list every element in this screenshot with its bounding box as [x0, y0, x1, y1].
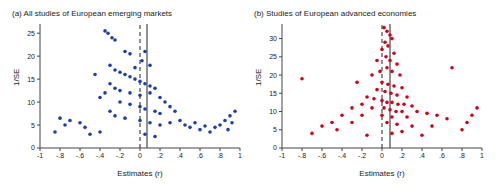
svg-text:10: 10: [27, 99, 35, 106]
svg-text:25: 25: [269, 53, 277, 60]
svg-text:.6: .6: [439, 152, 445, 159]
svg-text:25: 25: [27, 30, 35, 37]
svg-text:.2: .2: [399, 152, 405, 159]
svg-text:15: 15: [27, 76, 35, 83]
svg-text:0: 0: [380, 152, 384, 159]
svg-text:.8: .8: [459, 152, 465, 159]
svg-text:-.4: -.4: [338, 152, 346, 159]
svg-text:.2: .2: [157, 152, 163, 159]
svg-text:.8: .8: [217, 152, 223, 159]
svg-text:0: 0: [138, 152, 142, 159]
svg-text:1: 1: [238, 152, 242, 159]
svg-text:-.4: -.4: [96, 152, 104, 159]
svg-text:15: 15: [269, 90, 277, 97]
svg-text:Estimates (r): Estimates (r): [359, 169, 405, 178]
svg-text:Estimates (r): Estimates (r): [117, 169, 163, 178]
svg-text:.6: .6: [197, 152, 203, 159]
html-text:(a) All studies of European em: (a) All studies of European emerging mar…: [12, 9, 173, 18]
svg-text:.4: .4: [177, 152, 183, 159]
svg-text:5: 5: [31, 122, 35, 129]
svg-text:20: 20: [27, 53, 35, 60]
svg-text:-.6: -.6: [318, 152, 326, 159]
svg-text:-.8: -.8: [298, 152, 306, 159]
svg-text:1: 1: [480, 152, 484, 159]
svg-text:-1: -1: [37, 152, 43, 159]
svg-text:10: 10: [269, 108, 277, 115]
svg-text:20: 20: [269, 72, 277, 79]
svg-text:.4: .4: [419, 152, 425, 159]
svg-text:30: 30: [269, 35, 277, 42]
svg-text:-.2: -.2: [116, 152, 124, 159]
html-text:(b) Studies of European advanc: (b) Studies of European advanced economi…: [254, 9, 417, 18]
svg-text:1/SE: 1/SE: [254, 69, 263, 86]
svg-text:0: 0: [273, 144, 277, 151]
svg-text:-.2: -.2: [358, 152, 366, 159]
svg-text:1/SE: 1/SE: [12, 69, 21, 86]
svg-text:-.6: -.6: [76, 152, 84, 159]
svg-text:-1: -1: [279, 152, 285, 159]
svg-text:0: 0: [31, 144, 35, 151]
svg-text:5: 5: [273, 126, 277, 133]
svg-text:-.8: -.8: [56, 152, 64, 159]
